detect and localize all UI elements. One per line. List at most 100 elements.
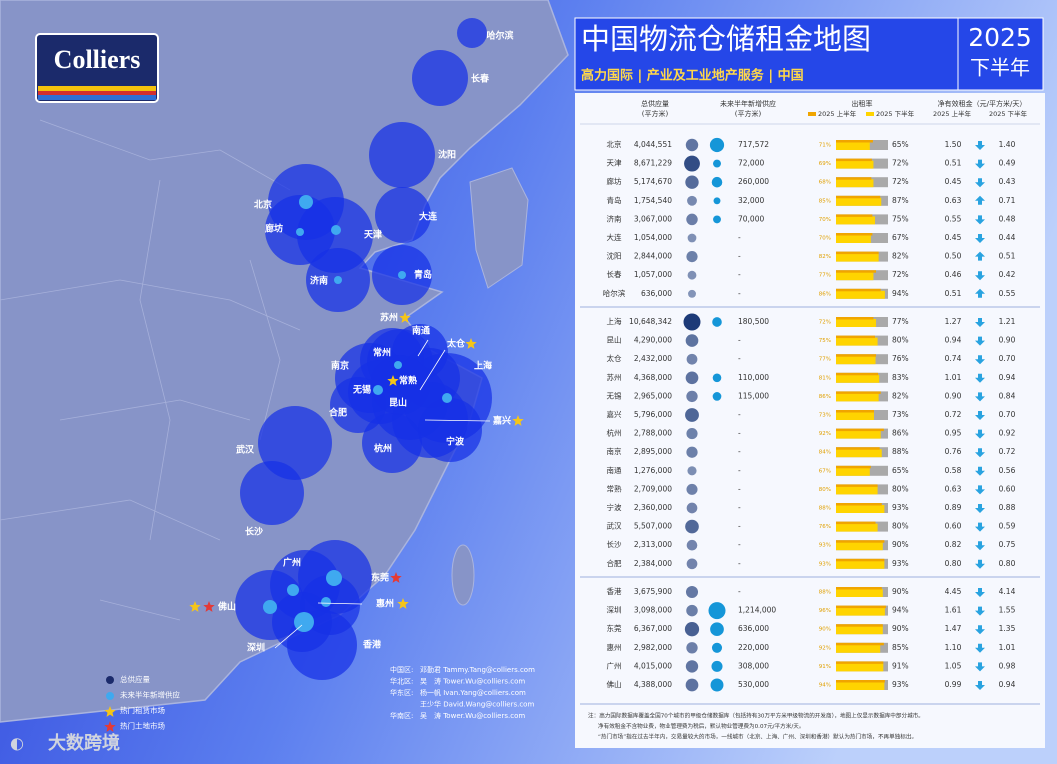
column-header: 2025 上半年 [818, 109, 857, 118]
occupancy-h1-bar [836, 214, 873, 217]
occupancy-h2-bar [836, 663, 884, 672]
new-supply-dot [712, 373, 722, 383]
total-supply: 3,067,000 [634, 214, 672, 223]
logo-stripe [38, 86, 156, 91]
city-label: 香港 [362, 639, 382, 651]
rent-h2: 0.90 [999, 336, 1016, 345]
supply-dot [686, 502, 698, 514]
occupancy-h1: 69% [819, 161, 831, 167]
occupancy-h2-bar [836, 393, 879, 402]
rent-arrow [975, 355, 985, 365]
city-label: 广州 [283, 557, 301, 569]
occupancy-h1-bar [836, 428, 884, 432]
rent-h1: 1.05 [945, 661, 962, 670]
supply-dot [685, 678, 699, 692]
occupancy-h2-bar [836, 505, 885, 513]
new-supply-dot [710, 622, 724, 637]
rent-h1: 0.76 [945, 447, 962, 456]
rent-h1: 1.27 [945, 317, 962, 326]
occupancy-h2: 91% [892, 661, 909, 670]
rent-arrow [975, 662, 985, 672]
leader-line [424, 419, 491, 422]
year: 2025 [968, 23, 1032, 52]
occupancy-h1: 88% [819, 506, 831, 512]
occupancy-h2: 72% [892, 270, 909, 279]
rent-h2: 0.60 [999, 484, 1016, 493]
occupancy-h2: 72% [892, 177, 909, 186]
occupancy-h2-bar [836, 160, 874, 169]
total-supply: 6,367,000 [634, 624, 672, 633]
total-supply: 2,360,000 [634, 503, 672, 512]
occupancy-h1-bar [836, 140, 873, 143]
rent-arrow [975, 141, 985, 150]
occupancy-h2: 77% [892, 317, 909, 326]
occupancy-h1-bar [836, 270, 877, 273]
rent-arrow [975, 318, 985, 327]
occupancy-h2-bar [836, 607, 885, 616]
footnote: 注：高力国际数据库覆盖全国70个城市的甲级仓储数据库（包括持有30万平方米甲级物… [588, 712, 924, 720]
new-supply: 32,000 [738, 196, 764, 205]
new-supply-dot [708, 602, 726, 620]
column-header: (平方米) [735, 109, 762, 118]
rent-h2: 1.21 [999, 317, 1016, 326]
occupancy-h2: 82% [892, 391, 909, 400]
occupancy-h1-bar [836, 484, 878, 487]
occupancy-h1: 91% [819, 664, 831, 670]
legend-label: 热门土地市场 [120, 721, 165, 731]
city-label: 长沙 [245, 526, 263, 538]
rent-arrow [975, 588, 985, 597]
rent-h1: 0.72 [945, 410, 962, 419]
total-supply: 5,796,000 [634, 410, 672, 419]
star [189, 601, 201, 612]
supply-dot [687, 466, 697, 476]
occupancy-h1: 80% [819, 487, 831, 493]
occupancy-h1-bar [836, 661, 884, 664]
city-label: 宁波 [446, 436, 465, 448]
new-supply: - [738, 540, 741, 549]
rent-h2: 1.40 [999, 140, 1016, 149]
occupancy-h2: 85% [892, 643, 909, 652]
city: 香港 [607, 586, 622, 596]
total-supply: 4,290,000 [634, 336, 672, 345]
rent-arrow [975, 336, 985, 346]
occupancy-h2-bar [836, 253, 879, 262]
city-label: 廊坊 [265, 223, 283, 235]
total-supply: 636,000 [641, 289, 672, 298]
city: 济南 [607, 213, 622, 223]
occupancy-h2: 80% [892, 522, 909, 531]
occupancy-h1-bar [836, 335, 875, 339]
occupancy-h2: 73% [892, 410, 909, 419]
city-label: 济南 [310, 275, 328, 287]
rent-h2: 0.71 [999, 196, 1016, 205]
total-supply: 2,965,000 [634, 391, 672, 400]
legend-swatch [808, 112, 816, 116]
occupancy-h1-bar [836, 503, 882, 506]
island [451, 544, 475, 606]
city: 广州 [607, 660, 622, 670]
rent-h2: 0.55 [999, 289, 1016, 298]
contact-region: 华北区: [390, 677, 413, 686]
occupancy-h2: 75% [892, 214, 909, 223]
rent-h2: 0.75 [999, 540, 1016, 549]
occupancy-h2-bar [836, 542, 883, 551]
occupancy-h1-bar [836, 540, 885, 543]
city: 天津 [607, 159, 622, 168]
new-supply-dot [712, 317, 722, 327]
watermark: 大数跨境 [48, 732, 120, 754]
supply-dot [685, 408, 699, 422]
legend-swatch [866, 112, 874, 116]
new-supply-bubble [331, 225, 341, 235]
peninsula [469, 167, 529, 289]
new-supply: - [738, 336, 741, 345]
city-label: 天津 [364, 229, 382, 241]
city: 昆山 [607, 335, 622, 345]
new-supply-bubble [398, 271, 406, 279]
total-supply: 2,432,000 [634, 354, 672, 363]
supply-dot [687, 270, 697, 280]
new-supply: 530,000 [738, 680, 769, 689]
city-label: 杭州 [374, 443, 392, 455]
occupancy-h1: 71% [819, 143, 831, 149]
new-supply-bubble [334, 276, 342, 284]
leader-line [317, 602, 363, 605]
city: 杭州 [607, 428, 622, 438]
